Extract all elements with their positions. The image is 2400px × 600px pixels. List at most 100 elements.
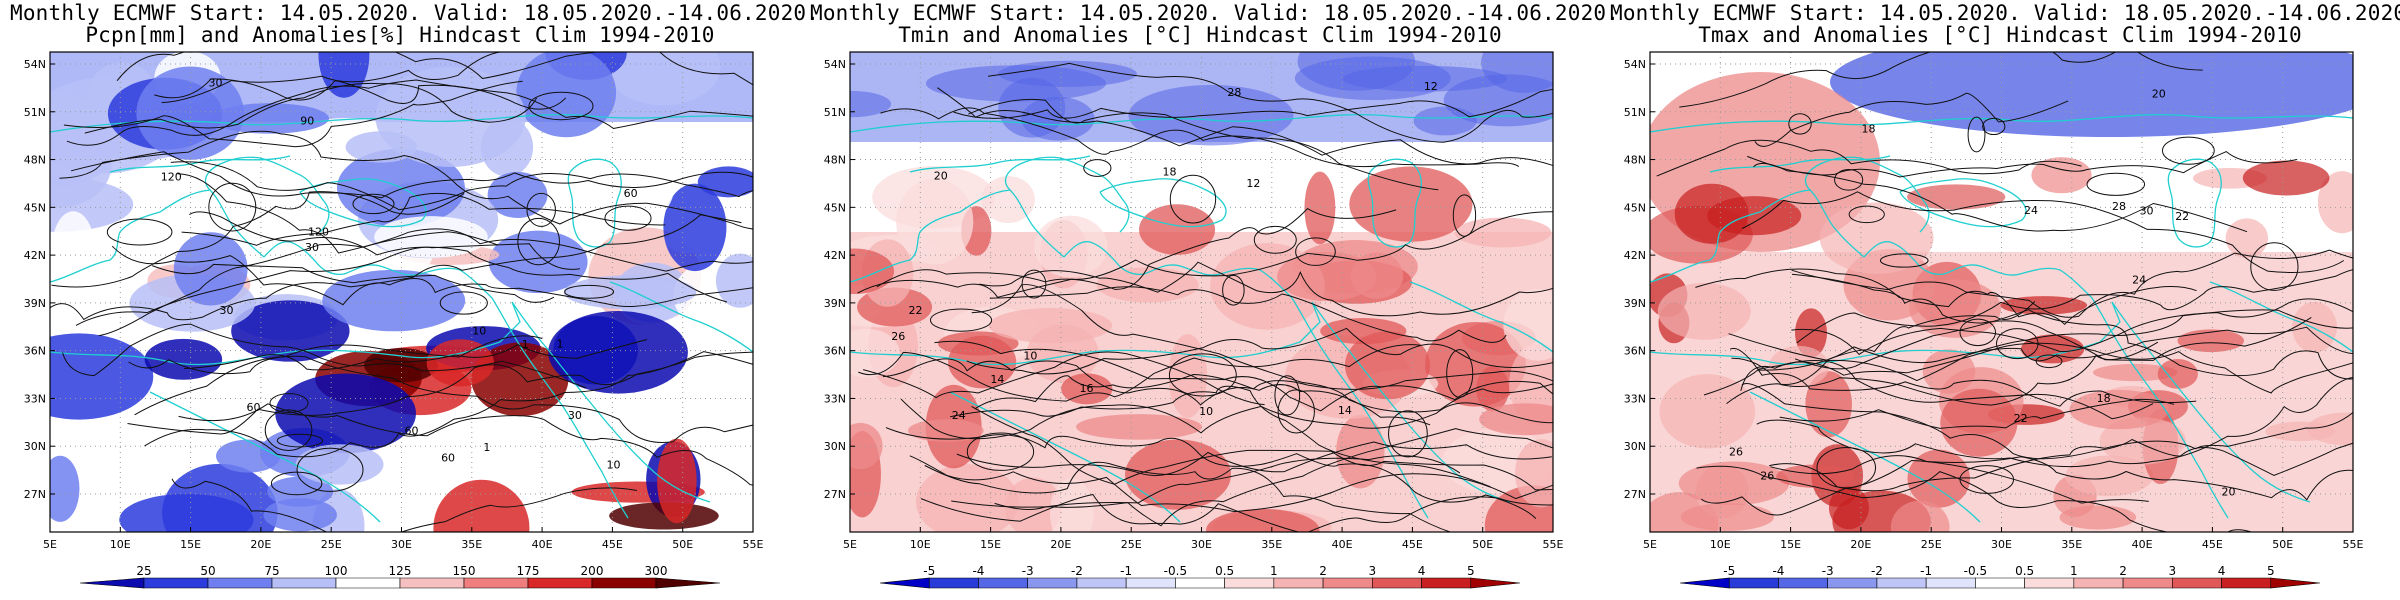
- colorbar-label: 50: [200, 564, 215, 578]
- contour-line: [951, 428, 1553, 527]
- contour-loop: [564, 284, 615, 299]
- contour-line: [862, 351, 1265, 406]
- contour-line: [1754, 92, 2069, 147]
- anomaly-patch: [1819, 202, 1934, 274]
- lon-tick-label: 20E: [1850, 538, 1871, 551]
- anomaly-patch: [1909, 279, 2001, 338]
- contour-line: [1731, 341, 2159, 406]
- anomaly-patch: [998, 60, 1137, 87]
- lat-tick-label: 42N: [824, 249, 846, 262]
- gridlines: [50, 52, 753, 532]
- contour-label: 60: [624, 187, 638, 200]
- colorbar-label: 1: [1270, 564, 1278, 578]
- colorbar-swatch: [1925, 577, 1976, 589]
- contour-line: [144, 351, 753, 458]
- contour-line: [128, 335, 543, 375]
- contour-loop: [276, 433, 324, 448]
- contour-line: [152, 263, 555, 303]
- contour-label: 16: [1080, 382, 1094, 395]
- map-layers: 18 20 22 24 26 28 30 18 20 22 24 26: [1650, 52, 2353, 532]
- colorbar-label: 2: [1319, 564, 1327, 578]
- contour-label: 60: [405, 424, 419, 437]
- contour-label: 24: [952, 409, 966, 422]
- lat-tick-label: 30N: [824, 440, 846, 453]
- anomaly-patch: [1678, 461, 1790, 506]
- colorbar-label: -2: [1871, 564, 1883, 578]
- lon-tick-label: 30E: [1991, 538, 2012, 551]
- contour-line: [178, 403, 753, 486]
- lat-tick-label: 27N: [1624, 488, 1646, 501]
- contour-label: 10: [1023, 349, 1037, 362]
- lat-tick-label: 42N: [1624, 249, 1646, 262]
- anomaly-patch: [548, 311, 688, 394]
- colorbar-swatch: [1778, 577, 1828, 589]
- lon-tick-label: 45E: [602, 538, 623, 551]
- map-title-line1: Monthly ECMWF Start: 14.05.2020. Valid: …: [810, 1, 1620, 25]
- colorbar-swatch: [79, 577, 145, 589]
- contour-line: [1696, 465, 2253, 532]
- lat-tick-label: 36N: [24, 345, 46, 358]
- anomaly-patch: [1336, 414, 1385, 489]
- contour-label: 1: [522, 338, 529, 351]
- contour-loop: [2035, 354, 2063, 369]
- anomaly-patch: [295, 444, 384, 485]
- contour-line: [134, 355, 753, 443]
- lon-axis: 5E 10E 15E 20E 25E 30E 35E 40E 45E 50E 55E: [1643, 527, 2364, 551]
- contour-line: [1779, 398, 2175, 429]
- lat-tick-label: 27N: [824, 488, 846, 501]
- contour-line: [181, 192, 666, 246]
- anomaly-patch: [1680, 503, 1774, 531]
- lat-tick-label: 33N: [1624, 392, 1646, 405]
- colorbar-swatch: [1224, 577, 1275, 589]
- lat-tick-label: 45N: [24, 201, 46, 214]
- colorbar-label: 200: [581, 564, 604, 578]
- coastline: [1409, 281, 1553, 353]
- contour-line: [1791, 273, 2312, 361]
- lon-tick-label: 10E: [1710, 538, 1731, 551]
- lon-tick-label: 25E: [321, 538, 342, 551]
- anomaly-patch: [1050, 478, 1094, 532]
- contour-line: [1757, 359, 2154, 420]
- contour-loop: [1452, 194, 1477, 237]
- anomaly-patch: [715, 253, 753, 308]
- colorbar-swatch: [463, 577, 529, 589]
- colorbar-swatch: [978, 577, 1028, 589]
- lon-tick-label: 10E: [110, 538, 131, 551]
- contour-loop: [208, 182, 257, 232]
- lon-tick-label: 30E: [1191, 538, 1212, 551]
- contour-line: [98, 231, 499, 337]
- coastline: [1709, 155, 1891, 173]
- lat-tick-label: 54N: [1624, 58, 1646, 71]
- anomaly-patch: [937, 331, 1019, 356]
- contour-line: [171, 478, 637, 532]
- coastline: [1863, 241, 2093, 299]
- colorbar-swatch: [1125, 577, 1176, 589]
- colorbar-swatch: [1679, 577, 1730, 589]
- lat-tick-label: 48N: [24, 154, 46, 167]
- colorbar-label: 5: [1467, 564, 1475, 578]
- contour-loop: [1446, 349, 1474, 398]
- coastline: [1899, 178, 2027, 228]
- colorbar-label: -0.5: [1164, 564, 1187, 578]
- lon-tick-label: 15E: [980, 538, 1001, 551]
- anomaly-patch: [1776, 464, 1855, 488]
- panel-tmin: Monthly ECMWF Start: 14.05.2020. Valid: …: [810, 0, 1620, 600]
- colorbar-label: -4: [972, 564, 984, 578]
- lat-tick-label: 42N: [24, 249, 46, 262]
- anomaly-patch: [1479, 403, 1553, 436]
- anomaly-patch: [850, 422, 883, 470]
- contour-loop: [270, 471, 323, 496]
- anomaly-patch: [1515, 439, 1553, 508]
- colorbar-label: -1: [1120, 564, 1132, 578]
- lat-tick-label: 45N: [1624, 201, 1646, 214]
- colorbar-swatch: [1372, 577, 1422, 589]
- colorbar-swatch: [591, 577, 657, 589]
- colorbar-label: 4: [2218, 564, 2226, 578]
- contour-label: 120: [308, 226, 329, 239]
- contour-loop: [1959, 318, 1997, 347]
- lat-tick-label: 48N: [824, 154, 846, 167]
- colorbar-swatch: [2073, 577, 2124, 589]
- coastline: [149, 391, 381, 523]
- anomaly-patch: [471, 342, 569, 417]
- anomaly-patch: [119, 493, 254, 532]
